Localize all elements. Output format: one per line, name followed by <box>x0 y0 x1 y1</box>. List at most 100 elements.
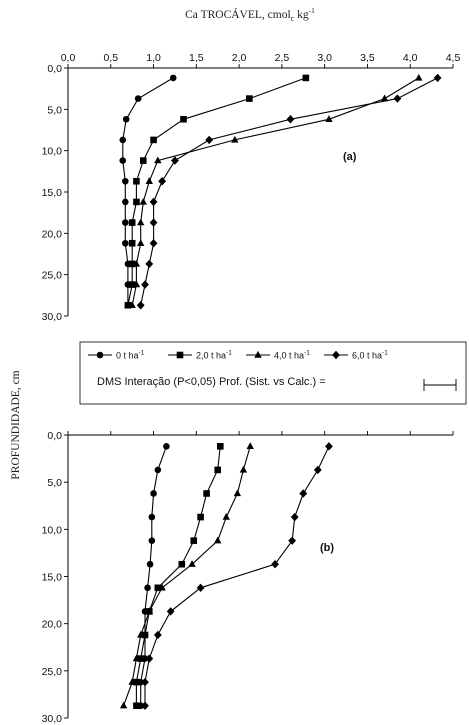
panel-label: (a) <box>343 151 357 163</box>
y-tick-label: 5,0 <box>47 104 62 116</box>
data-point-square <box>133 198 140 206</box>
y-tick-label: 15,0 <box>42 572 63 584</box>
legend-item: 6,0 t ha-1 <box>324 350 388 361</box>
legend-marker-triangle <box>254 350 262 358</box>
y-tick-label: 30,0 <box>42 311 63 323</box>
data-point-triangle <box>137 630 145 638</box>
legend-label-sup: -1 <box>382 350 388 357</box>
data-point-diamond <box>299 489 308 498</box>
legend-item: 0 t ha-1 <box>88 350 145 361</box>
legend-box <box>79 341 467 405</box>
data-point-diamond <box>196 583 205 593</box>
legend-label-sup: -1 <box>304 350 310 357</box>
series-line-triangle <box>131 77 420 306</box>
series-line-square <box>127 77 306 306</box>
data-point-triangle <box>158 583 166 591</box>
data-point-triangle <box>415 73 423 81</box>
data-point-square <box>141 631 149 639</box>
data-point-square <box>128 239 136 247</box>
y-tick-label: 15,0 <box>42 187 63 199</box>
y-tick-label: 20,0 <box>42 619 63 631</box>
data-point-diamond <box>145 654 154 663</box>
data-point-square <box>128 260 136 268</box>
data-point-triangle <box>145 607 153 615</box>
data-point-square <box>128 281 136 288</box>
data-point-diamond <box>166 607 175 616</box>
x-tick-label: 2,5 <box>275 52 290 64</box>
y-tick-label: 5,0 <box>47 477 62 489</box>
data-point-square <box>139 157 147 164</box>
x-tick-label: 2,0 <box>232 52 247 64</box>
data-point-triangle <box>137 239 145 246</box>
data-point-square <box>124 301 132 309</box>
data-point-triangle <box>128 301 136 308</box>
y-tick-label: 25,0 <box>42 666 63 678</box>
data-point-diamond <box>286 115 295 124</box>
data-point-triangle <box>380 94 389 102</box>
data-point-triangle <box>231 135 239 143</box>
data-point-triangle <box>246 442 254 450</box>
y-tick-label: 25,0 <box>42 270 63 282</box>
data-point-diamond <box>149 218 158 227</box>
top-axis-title-sup: -1 <box>309 6 315 15</box>
x-tick-label: 3,5 <box>360 52 375 64</box>
data-point-circle <box>146 560 154 568</box>
series-line-circle <box>122 77 174 306</box>
data-point-triangle <box>145 177 153 184</box>
data-point-square <box>246 95 253 102</box>
y-tick-label: 20,0 <box>42 228 63 240</box>
series-line-triangle <box>123 446 251 706</box>
data-point-square <box>180 115 187 123</box>
data-point-circle <box>144 584 151 592</box>
legend-label: 2,0 t ha-1 <box>196 350 232 361</box>
data-point-circle <box>122 177 129 185</box>
top-axis-title-sub: c <box>291 14 295 23</box>
data-point-diamond <box>149 239 158 248</box>
series-line-diamond <box>144 446 330 706</box>
data-point-square <box>216 443 224 450</box>
y-axis-title: PROFUNDIDADE, cm <box>10 370 22 479</box>
data-point-diamond <box>158 177 167 186</box>
data-point-square <box>197 513 204 521</box>
data-point-square <box>302 74 310 82</box>
data-point-square <box>178 560 186 568</box>
dms-label: DMS Interação (P<0,05) Prof. (Sist. vs C… <box>97 376 326 388</box>
data-point-diamond <box>145 259 154 269</box>
data-point-triangle <box>233 489 242 497</box>
x-tick-label: 1,5 <box>189 52 204 64</box>
data-point-triangle <box>119 701 128 709</box>
data-point-square <box>190 537 198 544</box>
data-point-triangle <box>139 197 147 205</box>
data-point-square <box>133 177 140 185</box>
x-tick-label: 3,0 <box>317 52 332 64</box>
data-point-triangle <box>154 156 162 164</box>
data-point-square <box>128 219 136 226</box>
data-point-diamond <box>205 135 214 145</box>
panel-a: 0,0 0,5 1,0 1,5 2,0 2,5 3,0 3,5 4,0 4,5 0,0 5,0 10,0… <box>42 52 461 323</box>
legend-marker-square <box>176 351 184 359</box>
data-point-diamond <box>288 536 297 545</box>
legend-label-text: 6,0 t ha <box>352 351 382 361</box>
legend-label-text: 2,0 t ha <box>196 351 226 361</box>
data-point-diamond <box>149 197 158 207</box>
legend-items: 0 t ha-1 2,0 t ha-1 4,0 t ha-1 6,0 t ha-1 <box>88 350 388 361</box>
data-point-square <box>133 678 140 686</box>
top-axis-title-main: Ca TROCÁVEL, cmol <box>185 7 291 21</box>
legend-item: 2,0 t ha-1 <box>168 350 232 361</box>
data-point-circle <box>148 537 156 544</box>
data-point-diamond <box>141 280 149 289</box>
data-point-square <box>137 655 145 662</box>
data-point-square <box>154 584 162 592</box>
legend-marker-circle <box>96 351 104 359</box>
x-tick-label: 0,5 <box>103 52 118 64</box>
data-point-triangle <box>132 259 141 267</box>
data-point-circle <box>122 219 129 226</box>
data-point-diamond <box>433 73 442 83</box>
legend: 0 t ha-1 2,0 t ha-1 4,0 t ha-1 6,0 t ha-1 D… <box>79 341 467 405</box>
data-point-circle <box>122 115 130 123</box>
data-point-circle <box>163 443 170 450</box>
data-point-diamond <box>141 701 149 710</box>
data-point-circle <box>169 74 177 82</box>
data-point-circle <box>122 239 129 247</box>
